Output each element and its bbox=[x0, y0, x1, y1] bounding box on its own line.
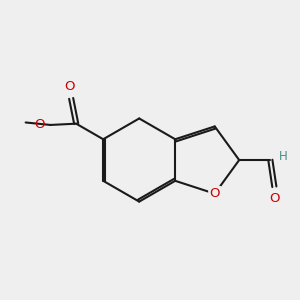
Text: H: H bbox=[279, 150, 287, 163]
Text: O: O bbox=[64, 80, 74, 93]
Text: O: O bbox=[209, 187, 220, 200]
Text: O: O bbox=[34, 118, 45, 131]
Text: O: O bbox=[269, 192, 280, 205]
